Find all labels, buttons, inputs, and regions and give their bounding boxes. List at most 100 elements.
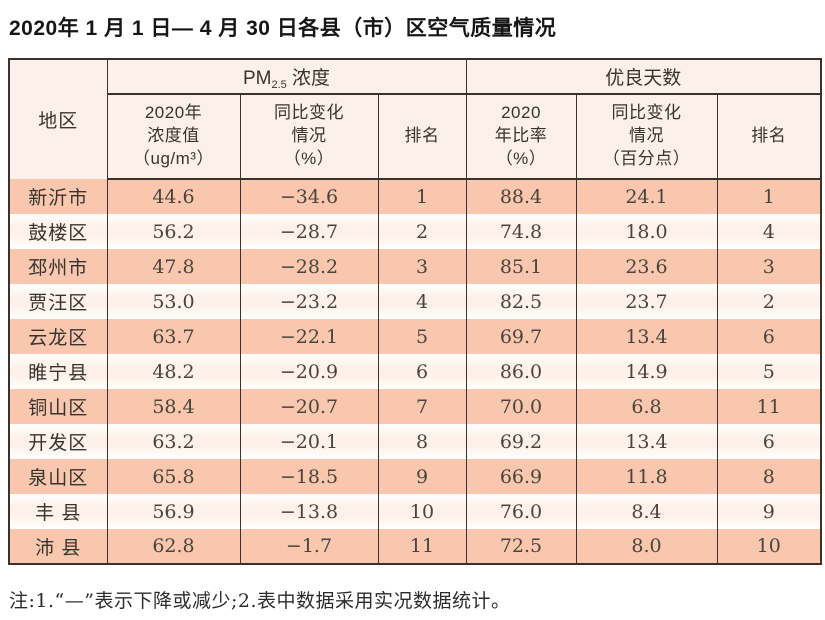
subheader-pm-change: 同比变化 情况 （%） [239, 94, 378, 180]
pm25-label: PM [242, 67, 272, 89]
footnote: 注:1.“—”表示下降或减少;2.表中数据采用实况数据统计。 [9, 590, 511, 612]
table-row: 邳州市 47.8 −28.2 3 85.1 23.6 3 [9, 249, 822, 284]
pm-rank-cell: 3 [377, 249, 466, 284]
pm-change-cell: −1.7 [239, 529, 378, 564]
pm-change-cell: −23.2 [239, 284, 378, 319]
header-pm25-group: PM2.5 浓度 [106, 59, 466, 95]
days-rate-cell: 72.5 [465, 529, 576, 564]
pm-rank-cell: 8 [377, 424, 466, 459]
pm-value-cell: 47.8 [106, 249, 240, 284]
subheader-days-rate: 2020 年比率 （%） [465, 94, 576, 180]
region-cell: 贾汪区 [9, 284, 107, 319]
pm-rank-cell: 1 [377, 179, 466, 214]
pm-value-cell: 56.2 [106, 214, 240, 249]
days-rate-cell: 74.8 [465, 214, 576, 249]
pm-rank-cell: 11 [377, 529, 466, 564]
pm-value-cell: 63.2 [106, 424, 240, 459]
days-change-cell: 23.6 [575, 249, 717, 284]
days-rank-cell: 10 [716, 529, 822, 564]
table-row: 睢宁县 48.2 −20.9 6 86.0 14.9 5 [9, 354, 822, 389]
days-change-cell: 11.8 [575, 459, 717, 494]
group-header-row: 地区 PM2.5 浓度 优良天数 [9, 59, 822, 179]
pm-value-cell: 44.6 [106, 179, 240, 214]
region-cell: 鼓楼区 [9, 214, 107, 249]
days-rank-cell: 3 [716, 249, 822, 284]
region-cell: 开发区 [9, 424, 107, 459]
pm-change-cell: −28.2 [239, 249, 378, 284]
pm25-subscript: 2.5 [271, 78, 287, 91]
table-row: 鼓楼区 56.2 −28.7 2 74.8 18.0 4 [9, 214, 822, 249]
days-rank-cell: 4 [716, 214, 822, 249]
days-rank-cell: 8 [716, 459, 822, 494]
days-rank-cell: 11 [716, 389, 822, 424]
table-row: 泉山区 65.8 −18.5 9 66.9 11.8 8 [9, 459, 822, 494]
pm-value-cell: 63.7 [106, 319, 240, 354]
days-rate-cell: 85.1 [465, 249, 576, 284]
pm-rank-cell: 6 [377, 354, 466, 389]
pm-value-cell: 56.9 [106, 494, 240, 529]
days-rate-cell: 69.7 [465, 319, 576, 354]
days-rank-cell: 5 [716, 354, 822, 389]
pm-change-cell: −20.9 [239, 354, 378, 389]
days-rank-cell: 1 [716, 179, 822, 214]
pm-rank-cell: 9 [377, 459, 466, 494]
pm-rank-cell: 2 [377, 214, 466, 249]
table-row: 云龙区 63.7 −22.1 5 69.7 13.4 6 [9, 319, 822, 354]
pm25-suffix-label: 浓度 [286, 67, 331, 89]
header-region: 地区 [9, 59, 107, 179]
days-rate-cell: 82.5 [465, 284, 576, 319]
subheader-pm-rank: 排名 [377, 94, 466, 180]
days-change-cell: 23.7 [575, 284, 717, 319]
days-change-cell: 8.4 [575, 494, 717, 529]
header-good-days-group: 优良天数 [465, 59, 822, 95]
pm-rank-cell: 10 [377, 494, 466, 529]
days-change-cell: 18.0 [575, 214, 717, 249]
air-quality-table: 地区 PM2.5 浓度 优良天数 2020年 浓度值 （ug/m³） 同比变化 … [8, 58, 823, 565]
subheader-days-change: 同比变化 情况 （百分点） [575, 94, 717, 180]
pm-value-cell: 53.0 [106, 284, 240, 319]
pm-value-cell: 48.2 [106, 354, 240, 389]
days-rate-cell: 76.0 [465, 494, 576, 529]
table-row: 开发区 63.2 −20.1 8 69.2 13.4 6 [9, 424, 822, 459]
days-rate-cell: 86.0 [465, 354, 576, 389]
table-row: 丰 县 56.9 −13.8 10 76.0 8.4 9 [9, 494, 822, 529]
table-row: 新沂市 44.6 −34.6 1 88.4 24.1 1 [9, 179, 822, 214]
pm-change-cell: −13.8 [239, 494, 378, 529]
subheader-days-rank: 排名 [716, 94, 822, 180]
table-header: 地区 PM2.5 浓度 优良天数 2020年 浓度值 （ug/m³） 同比变化 … [9, 59, 822, 180]
days-change-cell: 8.0 [575, 529, 717, 564]
page-title: 2020年 1 月 1 日— 4 月 30 日各县（市）区空气质量情况 [9, 17, 557, 40]
pm-change-cell: −18.5 [239, 459, 378, 494]
pm-value-cell: 62.8 [106, 529, 240, 564]
table-row: 铜山区 58.4 −20.7 7 70.0 6.8 11 [9, 389, 822, 424]
table-row: 沛 县 62.8 −1.7 11 72.5 8.0 10 [9, 529, 822, 564]
pm-value-cell: 65.8 [106, 459, 240, 494]
days-change-cell: 13.4 [575, 424, 717, 459]
pm-value-cell: 58.4 [106, 389, 240, 424]
region-cell: 新沂市 [9, 179, 107, 214]
region-cell: 云龙区 [9, 319, 107, 354]
days-rank-cell: 6 [716, 424, 822, 459]
subheader-pm-value: 2020年 浓度值 （ug/m³） [106, 94, 240, 180]
table-body: 新沂市 44.6 −34.6 1 88.4 24.1 1 鼓楼区 56.2 −28.7 2 74.8 1… [9, 179, 822, 564]
days-rate-cell: 66.9 [465, 459, 576, 494]
region-cell: 丰 县 [9, 494, 107, 529]
pm-change-cell: −34.6 [239, 179, 378, 214]
table-row: 贾汪区 53.0 −23.2 4 82.5 23.7 2 [9, 284, 822, 319]
sub-header-row: 2020年 浓度值 （ug/m³） 同比变化 情况 （%） 排名 2020 年比… [9, 94, 822, 180]
days-rank-cell: 2 [716, 284, 822, 319]
days-change-cell: 24.1 [575, 179, 717, 214]
pm-rank-cell: 5 [377, 319, 466, 354]
region-cell: 泉山区 [9, 459, 107, 494]
days-change-cell: 14.9 [575, 354, 717, 389]
days-change-cell: 6.8 [575, 389, 717, 424]
pm-rank-cell: 4 [377, 284, 466, 319]
days-rank-cell: 6 [716, 319, 822, 354]
pm-change-cell: −22.1 [239, 319, 378, 354]
region-cell: 沛 县 [9, 529, 107, 564]
pm-change-cell: −20.1 [239, 424, 378, 459]
pm-change-cell: −20.7 [239, 389, 378, 424]
days-rate-cell: 69.2 [465, 424, 576, 459]
days-change-cell: 13.4 [575, 319, 717, 354]
